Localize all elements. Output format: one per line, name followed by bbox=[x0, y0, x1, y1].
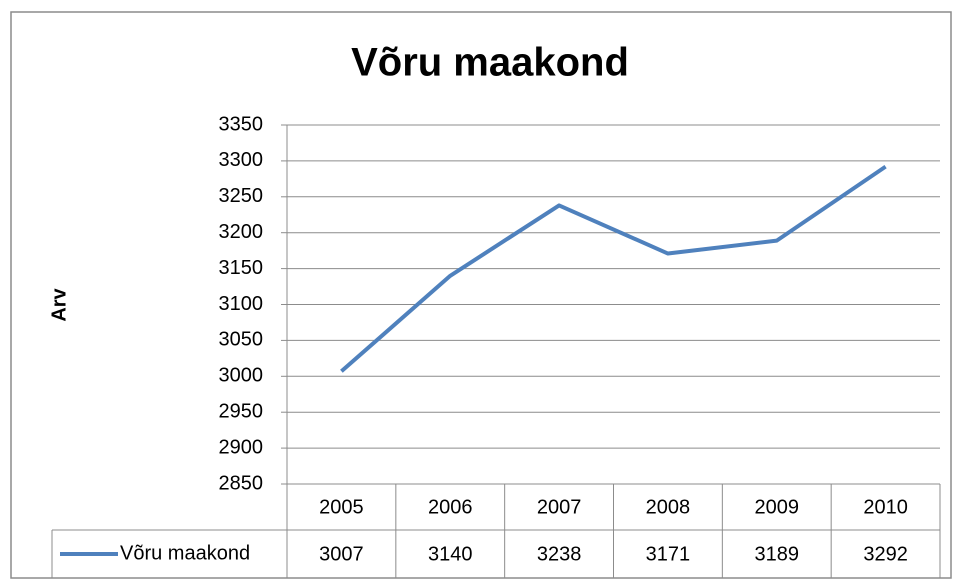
table-value: 3140 bbox=[428, 543, 473, 565]
y-tick-label: 2850 bbox=[219, 472, 264, 494]
x-tick-label: 2009 bbox=[755, 496, 800, 518]
y-axis-label: Arv bbox=[48, 287, 70, 321]
y-tick-label: 3050 bbox=[219, 329, 264, 351]
chart-border bbox=[10, 11, 952, 579]
y-tick-label: 3000 bbox=[219, 365, 264, 387]
x-tick-label: 2007 bbox=[537, 496, 582, 518]
x-tick-label: 2006 bbox=[428, 496, 473, 518]
table-value: 3292 bbox=[863, 543, 908, 565]
x-tick-label: 2005 bbox=[319, 496, 364, 518]
table-value: 3238 bbox=[537, 543, 582, 565]
table-value: 3007 bbox=[319, 543, 364, 565]
x-tick-label: 2010 bbox=[863, 496, 908, 518]
chart-title: Võru maakond bbox=[351, 41, 629, 85]
x-tick-label: 2008 bbox=[646, 496, 691, 518]
y-tick-label: 3300 bbox=[219, 149, 264, 171]
y-tick-label: 3100 bbox=[219, 293, 264, 315]
table-value: 3171 bbox=[646, 543, 691, 565]
legend-label: Võru maakond bbox=[120, 542, 250, 564]
y-tick-label: 2900 bbox=[219, 436, 264, 458]
line bbox=[340, 164, 887, 373]
y-tick-label: 3150 bbox=[219, 257, 264, 279]
table-value: 3189 bbox=[755, 543, 800, 565]
y-tick-label: 3350 bbox=[219, 113, 264, 135]
y-tick-label: 3250 bbox=[219, 185, 264, 207]
y-tick-label: 3200 bbox=[219, 221, 264, 243]
y-tick-label: 2950 bbox=[219, 400, 264, 422]
